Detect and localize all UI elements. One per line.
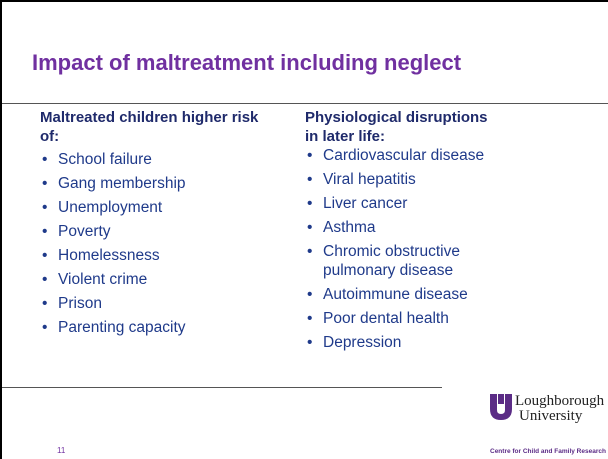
bullet-item: Viral hepatitis: [305, 170, 505, 189]
page-number: 11: [57, 446, 66, 455]
left-column: Maltreated children higher risk of: Scho…: [40, 108, 270, 342]
logo-line1: Loughborough: [515, 393, 605, 409]
right-column: Physiological disruptions in later life:…: [305, 108, 505, 357]
bullet-item: Autoimmune disease: [305, 285, 505, 304]
bullet-item: Asthma: [305, 218, 505, 237]
logo-name: Loughborough University: [515, 394, 604, 424]
footer-rule: [2, 387, 442, 388]
bullet-item: Depression: [305, 333, 505, 352]
right-heading: Physiological disruptions in later life:: [305, 109, 488, 145]
logo-tagline: Centre for Child and Family Research: [490, 448, 606, 455]
bullet-item: Homelessness: [40, 246, 270, 265]
bullet-item: Parenting capacity: [40, 318, 270, 337]
slide-title: Impact of maltreatment including neglect: [32, 50, 462, 75]
left-heading: Maltreated children higher risk of:: [40, 109, 259, 145]
bullet-item: School failure: [40, 150, 270, 169]
right-list: Cardiovascular disease Viral hepatitis Liv…: [305, 146, 505, 352]
bullet-item: Violent crime: [40, 270, 270, 289]
bullet-item: Liver cancer: [305, 194, 505, 213]
logo-line2: University: [519, 408, 583, 424]
logo-mark: [490, 394, 512, 420]
bullet-item: Cardiovascular disease: [305, 146, 505, 165]
bullet-item: Prison: [40, 294, 270, 313]
title-rule: [2, 103, 608, 104]
bullet-item: Unemployment: [40, 198, 270, 217]
bullet-item: Poor dental health: [305, 309, 505, 328]
bullet-item: Gang membership: [40, 174, 270, 193]
bullet-item: Chromic obstructive pulmonary disease: [305, 242, 505, 280]
bullet-item: Poverty: [40, 222, 270, 241]
left-list: School failure Gang membership Unemploymen…: [40, 150, 270, 337]
